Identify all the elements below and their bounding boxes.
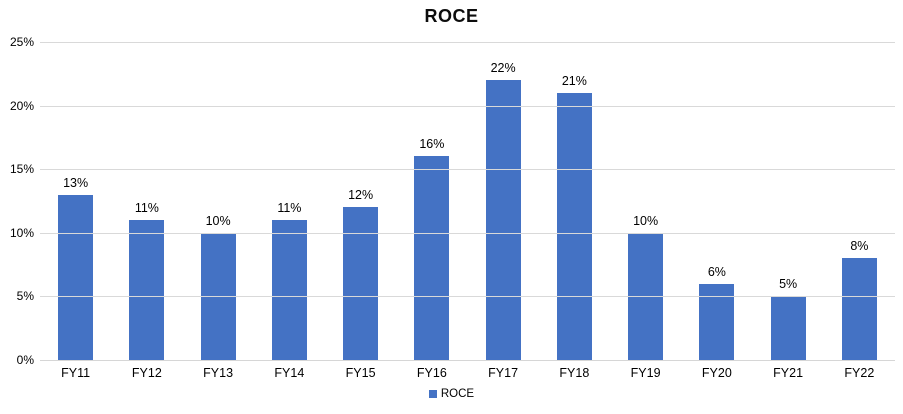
bar: [271, 220, 307, 360]
x-axis-labels: FY11 FY12 FY13 FY14 FY15 FY16 FY17 FY18 FY19 FY20…: [40, 366, 895, 380]
bar-column: 16%: [396, 42, 467, 360]
bar-value-label: 6%: [707, 264, 726, 279]
x-tick-label: FY22: [844, 366, 875, 380]
x-tick-label: FY12: [131, 366, 162, 380]
x-tick-label: FY11: [61, 366, 91, 380]
x-tick-label: FY17: [488, 366, 519, 380]
legend: ROCE: [0, 388, 903, 400]
bar-value-label: 11%: [277, 201, 302, 216]
bar-column: 22%: [468, 42, 539, 360]
legend-swatch-icon: [428, 390, 437, 398]
bar-column: 11%: [254, 42, 325, 360]
gridline: [40, 296, 895, 298]
x-tick-label: FY14: [274, 366, 305, 380]
bar-value-label: 8%: [850, 239, 869, 254]
bar: [343, 207, 379, 360]
bar-value-label: 21%: [561, 73, 587, 88]
x-tick-label: FY13: [203, 366, 234, 380]
chart-title: ROCE: [424, 6, 479, 26]
bar-column: 8%: [824, 42, 895, 360]
y-tick-label: 25%: [9, 35, 34, 49]
x-tick-label: FY19: [630, 366, 661, 380]
bar: [699, 283, 735, 360]
y-tick-label: 10%: [9, 225, 34, 240]
legend-label: ROCE: [440, 388, 475, 400]
bar-value-label: 10%: [205, 213, 231, 228]
gridline: [40, 232, 895, 234]
y-tick-label: 15%: [9, 162, 34, 177]
x-tick-label: FY18: [559, 366, 590, 380]
y-tick-label: 20%: [9, 98, 34, 113]
y-tick-label: 0%: [16, 353, 34, 367]
bar: [129, 220, 165, 360]
bar-value-label: 11%: [134, 201, 159, 216]
bar: [841, 258, 877, 360]
x-tick-label: FY20: [701, 366, 732, 380]
bar-column: 10%: [610, 42, 681, 360]
bar-column: 13%: [40, 42, 111, 360]
bar-column: 10%: [183, 42, 254, 360]
y-tick-label: 5%: [16, 289, 34, 304]
bar: [556, 92, 592, 360]
gridline: [40, 42, 895, 43]
bar-value-label: 22%: [490, 61, 516, 76]
plot-area: 13% 11% 10% 11% 12% 16% 22% 21% 10% 6% 5% 8%: [40, 42, 895, 361]
bar: [770, 296, 806, 360]
gridline: [40, 105, 895, 107]
bar-value-label: 5%: [779, 277, 798, 292]
bar-value-label: 10%: [633, 213, 659, 228]
bar-value-label: 16%: [419, 137, 445, 152]
bar-column: 21%: [539, 42, 610, 360]
bar-value-label: 12%: [348, 188, 374, 203]
bars-container: 13% 11% 10% 11% 12% 16% 22% 21% 10% 6% 5% 8%: [40, 42, 895, 360]
bar: [485, 80, 521, 360]
bar-column: 12%: [325, 42, 396, 360]
bar-column: 5%: [753, 42, 824, 360]
gridline: [40, 169, 895, 171]
x-tick-label: FY15: [345, 366, 376, 380]
bar-column: 6%: [681, 42, 752, 360]
bar-value-label: 13%: [63, 175, 89, 190]
bar: [414, 156, 450, 360]
x-tick-label: FY21: [773, 366, 804, 380]
bar-column: 11%: [111, 42, 182, 360]
x-tick-label: FY16: [416, 366, 447, 380]
bar: [58, 194, 94, 360]
